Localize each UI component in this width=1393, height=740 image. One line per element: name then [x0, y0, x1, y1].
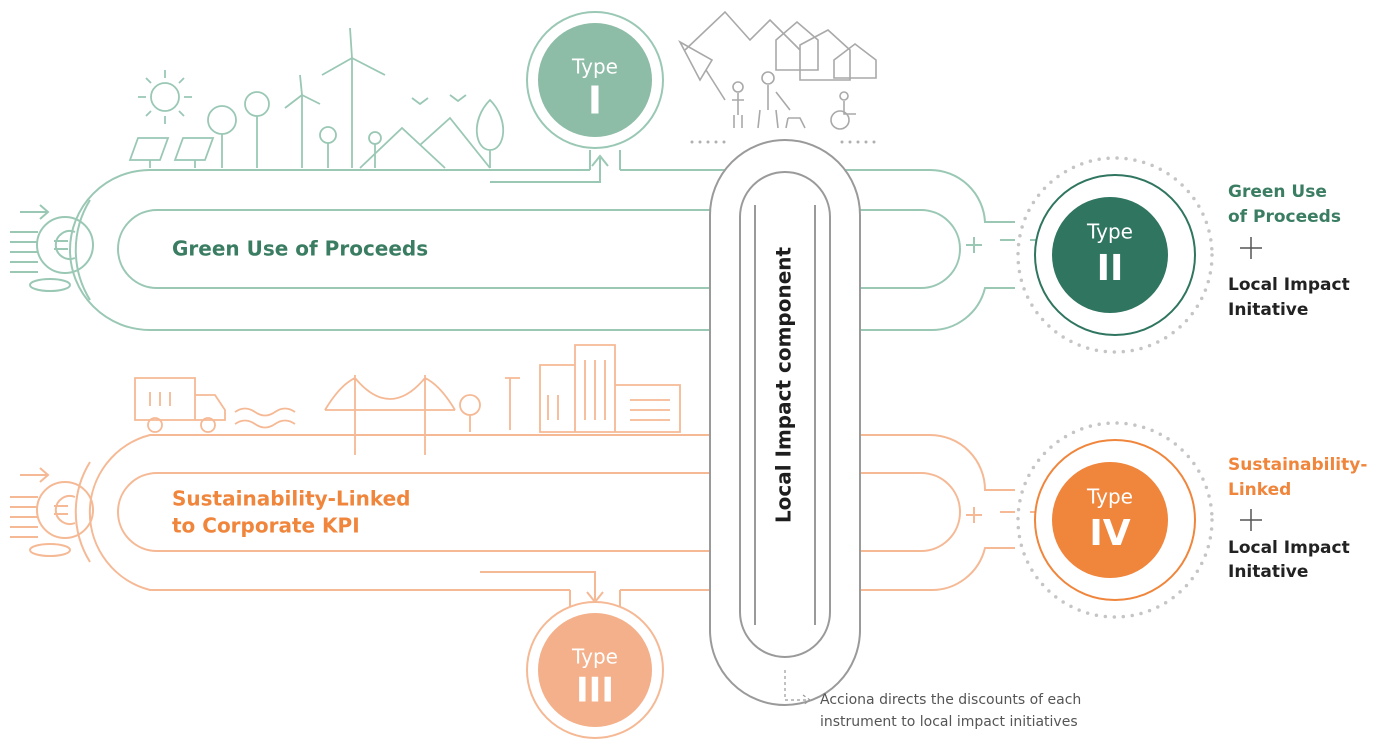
type-badge: Type I: [527, 12, 663, 148]
note-text: Acciona directs the discounts of each: [820, 692, 1081, 708]
plus-icon: [1240, 509, 1262, 531]
result-text: of Proceeds: [1228, 207, 1341, 227]
community-icons: [680, 12, 876, 129]
result-text: Initative: [1228, 562, 1308, 582]
type-badge: Type II: [1018, 158, 1212, 352]
type-badge: Type III: [527, 602, 663, 738]
type-badge: Type IV: [1018, 423, 1212, 617]
type-numeral: I: [588, 79, 602, 123]
note-text: instrument to local impact initiatives: [820, 714, 1078, 730]
green-landscape-icons: [130, 28, 503, 168]
type-word: Type: [1086, 485, 1133, 509]
plus-icon: [1240, 237, 1262, 259]
diagram: Local Impact component Green Use of Proc…: [0, 0, 1393, 740]
result-text: Local Impact: [1228, 538, 1350, 558]
result-text: Local Impact: [1228, 275, 1350, 295]
type-word: Type: [1086, 220, 1133, 244]
result-text: Green Use: [1228, 182, 1327, 202]
type-word: Type: [571, 55, 618, 79]
local-component-label: Local Impact component: [772, 246, 796, 523]
green-track-label: Green Use of Proceeds: [172, 237, 428, 261]
type-numeral: IV: [1089, 513, 1130, 554]
result-text: Linked: [1228, 480, 1291, 500]
orange-track-label: to Corporate KPI: [172, 514, 360, 538]
local-impact-capsule: Local Impact component: [710, 140, 860, 705]
city-icons: [135, 345, 680, 455]
type-numeral: II: [1097, 248, 1124, 289]
orange-track-label: Sustainability-Linked: [172, 487, 410, 511]
type-numeral: III: [576, 671, 614, 711]
type-word: Type: [571, 645, 618, 669]
result-text: Sustainability-: [1228, 455, 1367, 475]
result-text: Initative: [1228, 300, 1308, 320]
